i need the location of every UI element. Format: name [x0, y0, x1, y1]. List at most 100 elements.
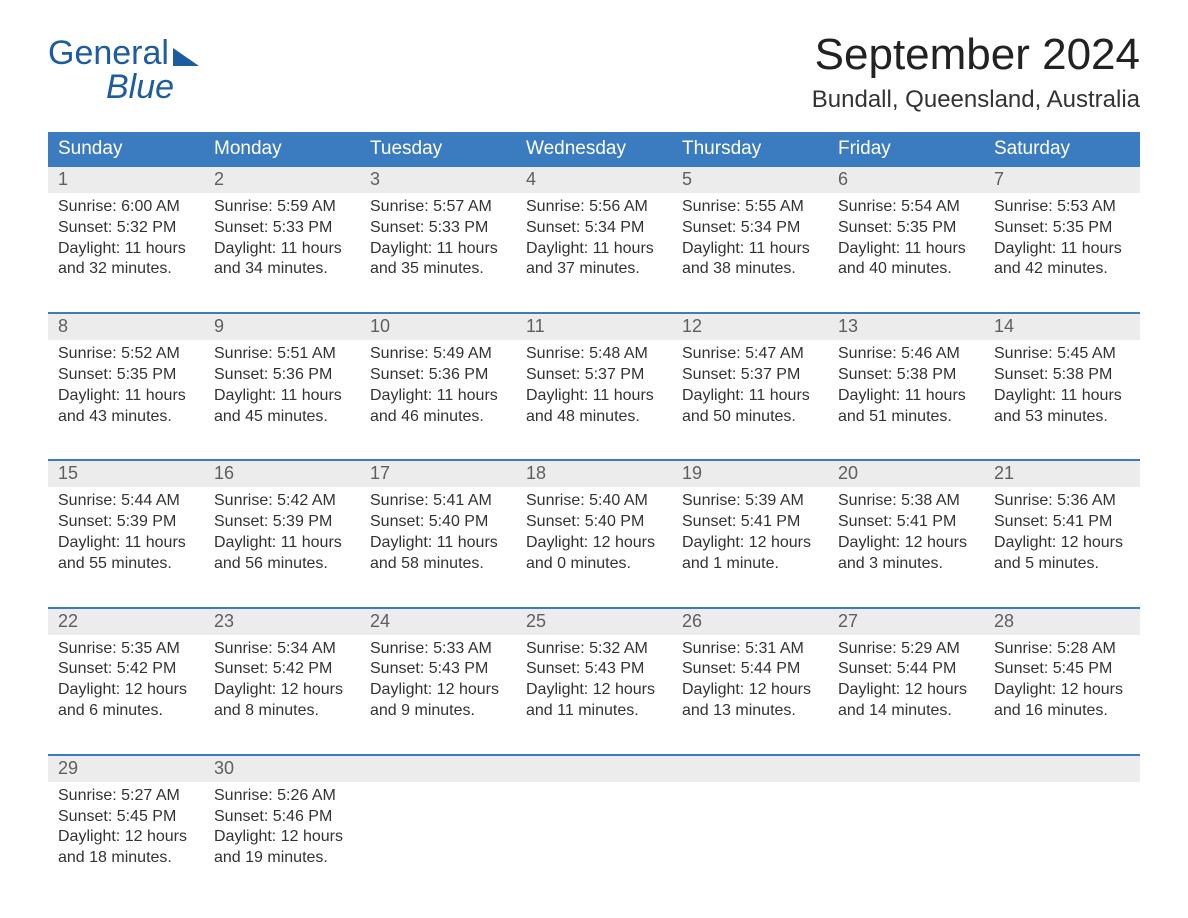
day-number: 3	[360, 167, 516, 193]
day-cell	[360, 782, 516, 875]
brand-logo: General Blue	[48, 30, 199, 104]
daylight-text-line2: and 19 minutes.	[214, 848, 350, 869]
day-cell: Sunrise: 5:31 AMSunset: 5:44 PMDaylight:…	[672, 635, 828, 728]
daylight-text-line2: and 0 minutes.	[526, 554, 662, 575]
day-cell	[828, 782, 984, 875]
daylight-text-line2: and 56 minutes.	[214, 554, 350, 575]
daylight-text-line1: Daylight: 11 hours	[682, 386, 818, 407]
sunset-text: Sunset: 5:41 PM	[682, 512, 818, 533]
day-number: 26	[672, 609, 828, 635]
sunrise-text: Sunrise: 5:48 AM	[526, 344, 662, 365]
sunset-text: Sunset: 5:45 PM	[994, 659, 1130, 680]
daylight-text-line2: and 42 minutes.	[994, 259, 1130, 280]
day-cell: Sunrise: 5:56 AMSunset: 5:34 PMDaylight:…	[516, 193, 672, 286]
day-number-strip: 22232425262728	[48, 609, 1140, 635]
day-cell: Sunrise: 5:53 AMSunset: 5:35 PMDaylight:…	[984, 193, 1140, 286]
daylight-text-line2: and 53 minutes.	[994, 407, 1130, 428]
sunrise-text: Sunrise: 5:36 AM	[994, 491, 1130, 512]
sunrise-text: Sunrise: 5:32 AM	[526, 639, 662, 660]
sunset-text: Sunset: 5:38 PM	[838, 365, 974, 386]
day-cell: Sunrise: 6:00 AMSunset: 5:32 PMDaylight:…	[48, 193, 204, 286]
daylight-text-line1: Daylight: 12 hours	[682, 680, 818, 701]
sunset-text: Sunset: 5:37 PM	[526, 365, 662, 386]
sunset-text: Sunset: 5:40 PM	[370, 512, 506, 533]
day-number: 16	[204, 461, 360, 487]
sunrise-text: Sunrise: 5:52 AM	[58, 344, 194, 365]
header: General Blue September 2024 Bundall, Que…	[48, 30, 1140, 114]
day-cell: Sunrise: 5:45 AMSunset: 5:38 PMDaylight:…	[984, 340, 1140, 433]
sunset-text: Sunset: 5:35 PM	[994, 218, 1130, 239]
sunrise-text: Sunrise: 5:29 AM	[838, 639, 974, 660]
daylight-text-line2: and 51 minutes.	[838, 407, 974, 428]
day-cell: Sunrise: 5:36 AMSunset: 5:41 PMDaylight:…	[984, 487, 1140, 580]
sunset-text: Sunset: 5:35 PM	[58, 365, 194, 386]
brand-word-2: Blue	[106, 68, 174, 106]
daylight-text-line2: and 16 minutes.	[994, 701, 1130, 722]
day-number: 23	[204, 609, 360, 635]
day-cell: Sunrise: 5:48 AMSunset: 5:37 PMDaylight:…	[516, 340, 672, 433]
day-cell	[516, 782, 672, 875]
sunrise-text: Sunrise: 5:55 AM	[682, 197, 818, 218]
daylight-text-line2: and 6 minutes.	[58, 701, 194, 722]
day-number	[360, 756, 516, 782]
day-number: 28	[984, 609, 1140, 635]
daylight-text-line1: Daylight: 12 hours	[682, 533, 818, 554]
day-number: 4	[516, 167, 672, 193]
month-year-title: September 2024	[812, 30, 1140, 80]
day-number: 18	[516, 461, 672, 487]
sunset-text: Sunset: 5:35 PM	[838, 218, 974, 239]
day-number: 14	[984, 314, 1140, 340]
daylight-text-line2: and 38 minutes.	[682, 259, 818, 280]
sunrise-text: Sunrise: 5:28 AM	[994, 639, 1130, 660]
daylight-text-line1: Daylight: 11 hours	[214, 533, 350, 554]
day-cell: Sunrise: 5:41 AMSunset: 5:40 PMDaylight:…	[360, 487, 516, 580]
sunset-text: Sunset: 5:46 PM	[214, 807, 350, 828]
daylight-text-line2: and 55 minutes.	[58, 554, 194, 575]
daylight-text-line2: and 8 minutes.	[214, 701, 350, 722]
day-cell: Sunrise: 5:52 AMSunset: 5:35 PMDaylight:…	[48, 340, 204, 433]
daylight-text-line1: Daylight: 11 hours	[994, 239, 1130, 260]
dow-saturday: Saturday	[984, 132, 1140, 167]
day-number: 13	[828, 314, 984, 340]
sunrise-text: Sunrise: 5:31 AM	[682, 639, 818, 660]
daylight-text-line1: Daylight: 11 hours	[526, 239, 662, 260]
day-number: 21	[984, 461, 1140, 487]
sunrise-text: Sunrise: 5:34 AM	[214, 639, 350, 660]
day-cell: Sunrise: 5:39 AMSunset: 5:41 PMDaylight:…	[672, 487, 828, 580]
sunset-text: Sunset: 5:38 PM	[994, 365, 1130, 386]
day-number: 7	[984, 167, 1140, 193]
brand-word-1: General	[48, 36, 169, 70]
day-number-strip: 1234567	[48, 167, 1140, 193]
calendar-week: 22232425262728Sunrise: 5:35 AMSunset: 5:…	[48, 607, 1140, 728]
daylight-text-line2: and 48 minutes.	[526, 407, 662, 428]
sunset-text: Sunset: 5:39 PM	[214, 512, 350, 533]
sunset-text: Sunset: 5:44 PM	[682, 659, 818, 680]
day-of-week-header: Sunday Monday Tuesday Wednesday Thursday…	[48, 132, 1140, 167]
daylight-text-line1: Daylight: 11 hours	[214, 239, 350, 260]
day-cell: Sunrise: 5:49 AMSunset: 5:36 PMDaylight:…	[360, 340, 516, 433]
sunrise-text: Sunrise: 5:56 AM	[526, 197, 662, 218]
sunrise-text: Sunrise: 5:59 AM	[214, 197, 350, 218]
sunrise-text: Sunrise: 5:33 AM	[370, 639, 506, 660]
daylight-text-line2: and 50 minutes.	[682, 407, 818, 428]
dow-wednesday: Wednesday	[516, 132, 672, 167]
daylight-text-line1: Daylight: 11 hours	[58, 239, 194, 260]
location-subtitle: Bundall, Queensland, Australia	[812, 86, 1140, 114]
day-cell: Sunrise: 5:40 AMSunset: 5:40 PMDaylight:…	[516, 487, 672, 580]
daylight-text-line1: Daylight: 11 hours	[526, 386, 662, 407]
page: General Blue September 2024 Bundall, Que…	[0, 0, 1188, 918]
sunset-text: Sunset: 5:45 PM	[58, 807, 194, 828]
daylight-text-line1: Daylight: 11 hours	[994, 386, 1130, 407]
day-number: 29	[48, 756, 204, 782]
day-number	[672, 756, 828, 782]
sunrise-text: Sunrise: 5:40 AM	[526, 491, 662, 512]
day-number-strip: 2930	[48, 756, 1140, 782]
daylight-text-line2: and 13 minutes.	[682, 701, 818, 722]
daylight-text-line2: and 3 minutes.	[838, 554, 974, 575]
daylight-text-line1: Daylight: 11 hours	[838, 239, 974, 260]
sunrise-text: Sunrise: 5:54 AM	[838, 197, 974, 218]
day-number	[516, 756, 672, 782]
day-number: 5	[672, 167, 828, 193]
daylight-text-line2: and 5 minutes.	[994, 554, 1130, 575]
day-cell	[672, 782, 828, 875]
